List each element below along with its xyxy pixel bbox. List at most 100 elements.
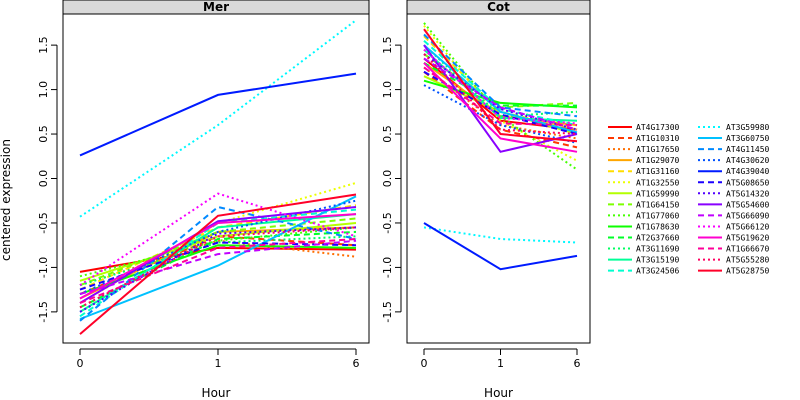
legend-label: AT1G10310 (636, 134, 680, 143)
series-line-at5g66090 (423, 57, 578, 131)
x-tick-label: 6 (574, 357, 581, 370)
series-line-at4g30620 (423, 84, 578, 144)
legend-item: AT5G55280 (698, 256, 770, 265)
series-line-at5g55280 (423, 53, 578, 135)
series-line-at1g31160 (423, 35, 578, 131)
y-tick-label: 1.5 (37, 36, 50, 54)
series-line-at3g11690 (79, 235, 357, 287)
series-line-at5g54600 (423, 44, 578, 153)
legend-item: AT1G77060 (608, 211, 680, 220)
series-line-at1g77060 (423, 22, 578, 171)
legend-label: AT3G59980 (726, 123, 770, 132)
legend-label: AT4G17300 (636, 123, 680, 132)
series-line-at5g66120 (79, 192, 357, 287)
panels: Mer 0 1 6 Hour -1.5 -1.0 -0.5 0.0 0.5 1.0 1.5 Cot 0 1 6… (37, 0, 591, 400)
legend-label: AT4G11450 (726, 145, 770, 154)
legend-label: AT1G78630 (636, 222, 680, 231)
legend-item: AT3G11690 (608, 245, 680, 254)
legend-item: AT5G66120 (698, 222, 770, 231)
x-axis-title: Hour (202, 386, 231, 400)
legend-item: AT4G11450 (698, 145, 770, 154)
series-line-at1g32550 (79, 181, 357, 304)
panel-title: Mer (203, 0, 229, 14)
series-line-at5g28750 (79, 193, 357, 335)
series-line-at5g55280 (79, 226, 357, 309)
y-tick-label: -0.5 (381, 212, 394, 233)
x-tick-label: 1 (215, 357, 222, 370)
legend-label: AT3G15190 (636, 256, 680, 265)
legend-item: AT4G39040 (698, 167, 770, 176)
legend-item: AT5G14320 (698, 189, 770, 198)
series-line-at5g14320 (79, 226, 357, 313)
series-line-at5g19620 (423, 62, 578, 153)
legend-label: AT5G19620 (726, 234, 770, 243)
series-line-at4g11450 (79, 205, 357, 322)
legend-item: AT1G32550 (608, 178, 680, 187)
series-line-at1g78630 (79, 244, 357, 296)
series-line-at1g66670 (79, 238, 357, 304)
legend-label: AT3G24506 (636, 267, 680, 276)
plot-frame (62, 13, 370, 344)
legend-item: AT2G37660 (608, 234, 680, 243)
series-line-at1g10310 (423, 71, 578, 149)
series-line-at3g24506 (79, 208, 357, 318)
series-line-at5g54600 (79, 206, 357, 304)
series-line-at1g66670 (423, 66, 578, 127)
series-line-at4g39040 (79, 72, 357, 157)
x-axis-title: Hour (484, 386, 513, 400)
series-line-at5g66090 (79, 239, 357, 296)
legend-label: AT5G28750 (726, 267, 770, 276)
legend-item: AT1G78630 (608, 222, 680, 231)
legend-label: AT1G77060 (636, 211, 680, 220)
legend-item: AT5G19620 (698, 234, 770, 243)
y-tick-label: 1.5 (381, 36, 394, 54)
legend-item: AT4G30620 (698, 156, 770, 165)
legend-item: AT1G64150 (608, 200, 680, 209)
legend-item: AT1G59990 (608, 189, 680, 198)
legend-label: AT5G66090 (726, 211, 770, 220)
y-tick-label: -1.5 (381, 301, 394, 322)
legend-label: AT1G59990 (636, 189, 680, 198)
y-tick-label: -1.0 (37, 257, 50, 278)
legend-label: AT1G29070 (636, 156, 680, 165)
series-line-at4g39040 (423, 222, 578, 271)
series-line-at3g59980 (79, 19, 357, 218)
y-tick-label: -1.5 (37, 301, 50, 322)
series-group (423, 22, 578, 271)
y-tick-label: 1.0 (381, 81, 394, 99)
panel-title: Cot (487, 0, 510, 14)
panel-cot: Cot 0 1 6 Hour -1.5 -1.0 -0.5 0.0 0.5 1.0 1.5 (381, 0, 591, 400)
series-line-at3g60750 (79, 195, 357, 320)
x-tick-label: 0 (77, 357, 84, 370)
y-axis-title: centered expression (0, 139, 13, 261)
legend-item: AT4G17300 (608, 123, 680, 132)
legend-item: AT1G29070 (608, 156, 680, 165)
plot-frame (406, 13, 591, 344)
series-line-at5g08650 (79, 241, 357, 291)
panel-mer: Mer 0 1 6 Hour -1.5 -1.0 -0.5 0.0 0.5 1.0 1.5 (37, 0, 370, 400)
series-line-at3g59980 (423, 226, 578, 244)
legend-label: AT5G08650 (726, 178, 770, 187)
y-tick-label: 0.5 (37, 125, 50, 143)
legend-label: AT1G17650 (636, 145, 680, 154)
legend-item: AT1G17650 (608, 145, 680, 154)
legend-item: AT5G08650 (698, 178, 770, 187)
legend-item: AT1G66670 (698, 245, 770, 254)
y-tick-label: 0.5 (381, 125, 394, 143)
x-tick-label: 6 (353, 357, 360, 370)
y-tick-label: -0.5 (37, 212, 50, 233)
series-group (79, 19, 357, 335)
y-tick-label: 0.0 (37, 170, 50, 188)
x-tick-label: 0 (421, 357, 428, 370)
legend-label: AT5G66120 (726, 222, 770, 231)
series-line-at3g11690 (423, 44, 578, 118)
legend-item: AT3G59980 (698, 123, 770, 132)
legend-item: AT1G10310 (608, 134, 680, 143)
legend-item: AT5G54600 (698, 200, 770, 209)
series-line-at5g14320 (423, 53, 578, 131)
series-line-at1g32550 (423, 24, 578, 162)
series-line-at4g17300 (79, 246, 357, 273)
legend-label: AT1G66670 (726, 245, 770, 254)
series-line-at5g08650 (423, 70, 578, 135)
